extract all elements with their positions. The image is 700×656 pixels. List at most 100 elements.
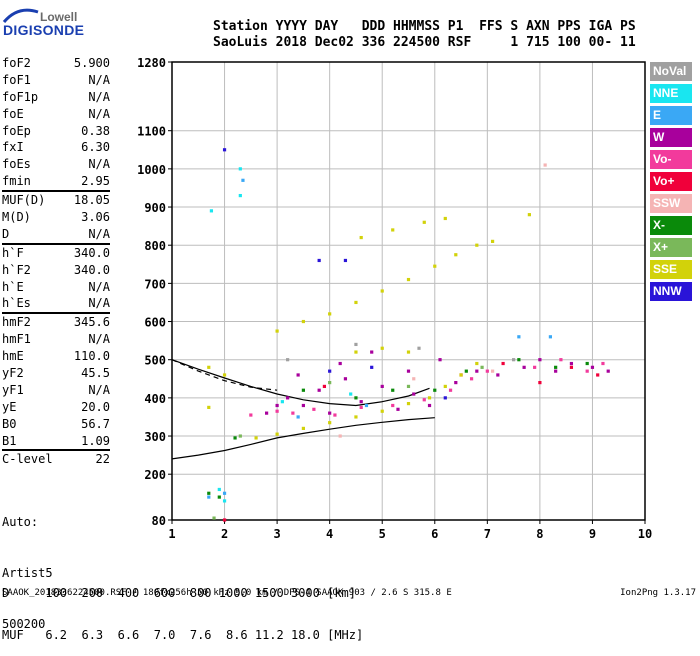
echo-point (412, 392, 416, 396)
parameter-label: foF1 (2, 72, 31, 87)
parameter-row: D N/A (2, 226, 110, 243)
echo-point (585, 369, 589, 373)
x-tick-label: 5 (379, 527, 386, 541)
parameter-value: N/A (88, 106, 110, 121)
parameter-value: 110.0 (73, 349, 110, 364)
x-tick-label: 8 (536, 527, 543, 541)
echo-point (391, 388, 395, 392)
echo-point (422, 398, 426, 402)
y-tick-label: 400 (144, 392, 166, 406)
ionogram-chart: 1 2 3 4 5 6 7 8 9 10 80 200 300 400 500 600 700 800 900 100… (137, 56, 652, 541)
echo-point (569, 361, 574, 366)
y-tick-label: 600 (144, 316, 166, 330)
echo-point (296, 373, 300, 377)
echo-point (380, 409, 384, 413)
echo-point (433, 264, 437, 268)
echo-point (249, 413, 253, 417)
echo-point (359, 400, 363, 404)
parameter-value: 20.0 (81, 399, 110, 414)
parameter-label: hmE (2, 349, 24, 364)
echo-point (569, 365, 574, 369)
echo-point (238, 167, 242, 171)
echo-point (443, 216, 447, 221)
echo-point (275, 329, 279, 333)
parameter-label: foF2 (2, 56, 31, 70)
echo-point (217, 495, 221, 499)
echo-point (296, 415, 300, 419)
echo-point (485, 369, 489, 373)
legend-item: SSE (650, 260, 692, 279)
echo-point (427, 403, 432, 408)
echo-point (585, 361, 589, 366)
echo-point (207, 491, 211, 495)
echo-point (406, 350, 411, 354)
station-header-line2: SaoLuis 2018 Dec02 336 224500 RSF 1 715 … (213, 35, 636, 50)
polarization-legend: NoVal NNE E W Vo- Vo+ SSW X- X+ SSE NNW (650, 62, 692, 304)
echo-point (280, 400, 284, 404)
echo-point (406, 384, 411, 389)
echo-point (454, 381, 458, 385)
echo-point (354, 300, 358, 305)
echo-point (538, 358, 542, 362)
y-tick-label: 700 (144, 277, 166, 291)
parameter-separator (2, 190, 110, 193)
echo-point (380, 289, 384, 293)
echo-point (370, 350, 374, 354)
echo-point (443, 384, 447, 389)
parameter-label: h`Es (2, 296, 31, 311)
parameter-separator (2, 312, 110, 315)
echo-point (241, 178, 245, 182)
echo-point (433, 388, 437, 392)
echo-point (354, 396, 358, 400)
echo-point (222, 518, 227, 522)
legend-item: W (650, 128, 692, 147)
echo-point (265, 411, 269, 415)
echo-point (207, 365, 211, 369)
parameter-value: 0.38 (81, 123, 110, 138)
echo-point (464, 369, 468, 373)
echo-point (606, 369, 610, 373)
echo-point (517, 358, 521, 362)
echo-point (238, 193, 242, 198)
echo-point (448, 388, 453, 392)
echo-point (527, 213, 531, 217)
parameter-row: hmF1 N/A (2, 331, 110, 348)
parameter-value: N/A (88, 279, 110, 294)
echo-point (286, 358, 290, 362)
echo-point (380, 346, 384, 350)
digisonde-logo (2, 6, 42, 26)
parameter-row: h`E N/A (2, 279, 110, 296)
parameter-label: D (2, 226, 10, 241)
parameter-value: N/A (88, 89, 110, 104)
parameter-value: N/A (88, 332, 110, 347)
echo-point (533, 365, 537, 369)
parameter-label: foEs (2, 157, 31, 172)
parameter-row: foF1p N/A (2, 89, 110, 106)
echo-point (338, 361, 342, 366)
muf-distance-row: D 100 200 400 600 800 1000 1500 3000 [km… (2, 586, 357, 600)
echo-point (301, 319, 305, 324)
muf-distance-table: D 100 200 400 600 800 1000 1500 3000 [km… (2, 558, 363, 656)
echo-point (490, 369, 495, 373)
echo-point (538, 381, 542, 385)
echo-point (343, 258, 348, 263)
parameter-row: hmE 110.0 (2, 348, 110, 365)
auto-line: Auto: (2, 515, 39, 529)
x-tick-label: 4 (326, 527, 333, 541)
parameter-value: 6.30 (81, 140, 110, 155)
parameter-row: foEs N/A (2, 156, 110, 173)
parameter-label: fxI (2, 140, 24, 155)
parameter-row: MUF(D) 18.05 (2, 192, 110, 209)
parameter-row: h`Es N/A (2, 295, 110, 312)
parameter-row: fmin 2.95 (2, 173, 110, 190)
echo-point (328, 369, 332, 373)
echo-point (469, 377, 474, 381)
echo-point (209, 209, 214, 213)
echo-point (301, 426, 305, 430)
parameter-label: yE (2, 399, 17, 414)
parameter-label: fmin (2, 174, 31, 189)
echo-point (343, 377, 348, 381)
echo-point (443, 396, 447, 400)
parameter-label: hmF2 (2, 315, 31, 330)
echo-point (391, 403, 395, 408)
